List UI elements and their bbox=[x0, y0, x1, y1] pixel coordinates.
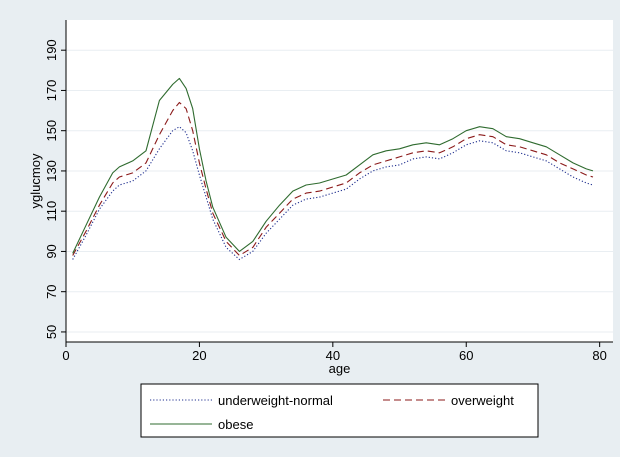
y-tick-label: 70 bbox=[44, 284, 59, 298]
grid-lines bbox=[66, 49, 613, 333]
x-tick-label: 80 bbox=[592, 348, 606, 363]
legend: underweight-normal overweight obese bbox=[140, 383, 539, 438]
axes bbox=[61, 20, 613, 347]
series-line-obese bbox=[72, 77, 594, 254]
legend-box bbox=[140, 383, 539, 438]
y-tick-label: 130 bbox=[44, 160, 59, 182]
y-tick-label: 190 bbox=[44, 39, 59, 61]
series-line-overweight bbox=[72, 101, 594, 257]
x-tick-label: 0 bbox=[62, 348, 69, 363]
tick-labels: 50 70 90 110 130 150 170 190 0 20 40 60 80 bbox=[44, 39, 607, 363]
y-tick-label: 150 bbox=[44, 120, 59, 142]
x-tick-label: 20 bbox=[192, 348, 206, 363]
x-axis-label: age bbox=[329, 361, 351, 376]
legend-label-underweight-normal: underweight-normal bbox=[218, 393, 333, 408]
y-axis-label: yglucmoy bbox=[28, 153, 43, 208]
x-tick-label: 60 bbox=[459, 348, 473, 363]
legend-label-overweight: overweight bbox=[451, 393, 514, 408]
series-lines bbox=[72, 77, 594, 261]
legend-items: underweight-normal overweight obese bbox=[150, 393, 514, 432]
y-tick-label: 90 bbox=[44, 244, 59, 258]
x-tick-label: 40 bbox=[326, 348, 340, 363]
y-tick-label: 170 bbox=[44, 80, 59, 102]
legend-label-obese: obese bbox=[218, 417, 253, 432]
y-tick-label: 110 bbox=[44, 201, 59, 222]
plot-area bbox=[66, 20, 613, 342]
y-tick-label: 50 bbox=[44, 325, 59, 339]
